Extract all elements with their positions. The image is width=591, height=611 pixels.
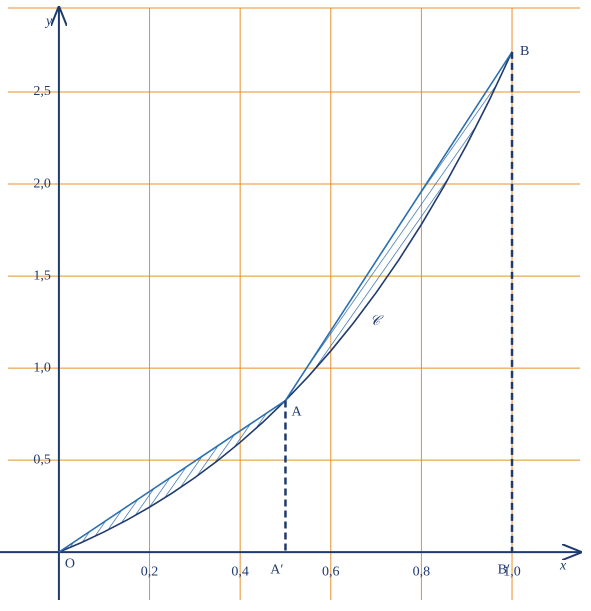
y-tick-label: 1,0 [33,360,51,375]
y-axis-label: y [44,14,53,29]
projection-label: B′ [498,562,510,577]
y-tick-label: 2,0 [33,176,51,191]
x-tick-label: 1,0 [503,564,521,579]
x-tick-label: 0,6 [322,564,340,579]
x-tick-label: 0,4 [231,564,249,579]
point-label: B [520,44,529,59]
chords [58,51,513,553]
grid [8,7,580,600]
point-label: A [291,405,302,420]
hatched-region [58,51,513,553]
x-tick-label: 0,2 [141,564,159,579]
point-label: O [65,556,75,571]
curve [58,51,513,553]
projection-label: A′ [270,562,283,577]
plot: x y A′ B′ O A B 𝒞 [0,8,580,600]
y-tick-label: 0,5 [33,452,51,467]
y-tick-label: 1,5 [33,268,51,283]
x-tick-label: 0,8 [413,564,431,579]
curve-label: 𝒞 [370,314,384,329]
y-tick-label: 2,5 [33,84,51,99]
x-axis-label: x [559,558,567,573]
